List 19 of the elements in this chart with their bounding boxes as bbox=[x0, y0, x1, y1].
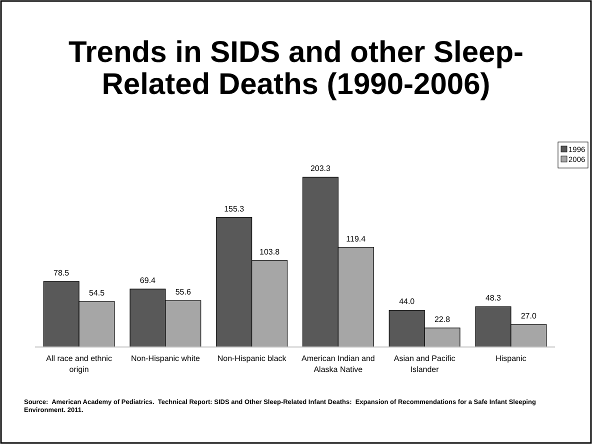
x-tick-label: All race and ethnic origin bbox=[46, 354, 112, 374]
data-label: 119.4 bbox=[346, 234, 366, 244]
x-tick-label: American Indian and Alaska Native bbox=[301, 354, 375, 374]
x-tick-label: Non-Hispanic black bbox=[217, 354, 288, 363]
data-label: 54.5 bbox=[88, 288, 106, 298]
data-label: 203.3 bbox=[310, 164, 332, 174]
data-label: 103.8 bbox=[260, 247, 280, 256]
data-label: 22.8 bbox=[434, 314, 451, 324]
data-label: 69.4 bbox=[140, 276, 156, 286]
x-tick-label: Non-Hispanic white bbox=[130, 354, 200, 363]
data-label: 27.0 bbox=[520, 311, 537, 320]
chart-title: Trends in SIDS and other Sleep-Related Deaths (1990-2006) bbox=[68, 36, 524, 101]
x-tick-label: Asian and Pacific Islander bbox=[394, 354, 456, 374]
data-label: 55.6 bbox=[175, 288, 192, 297]
x-tick-label: Hispanic bbox=[496, 354, 526, 363]
data-label: 48.3 bbox=[485, 294, 502, 303]
data-label: 44.0 bbox=[399, 297, 416, 306]
data-label: 155.3 bbox=[224, 204, 245, 214]
data-label: 78.5 bbox=[54, 268, 70, 278]
